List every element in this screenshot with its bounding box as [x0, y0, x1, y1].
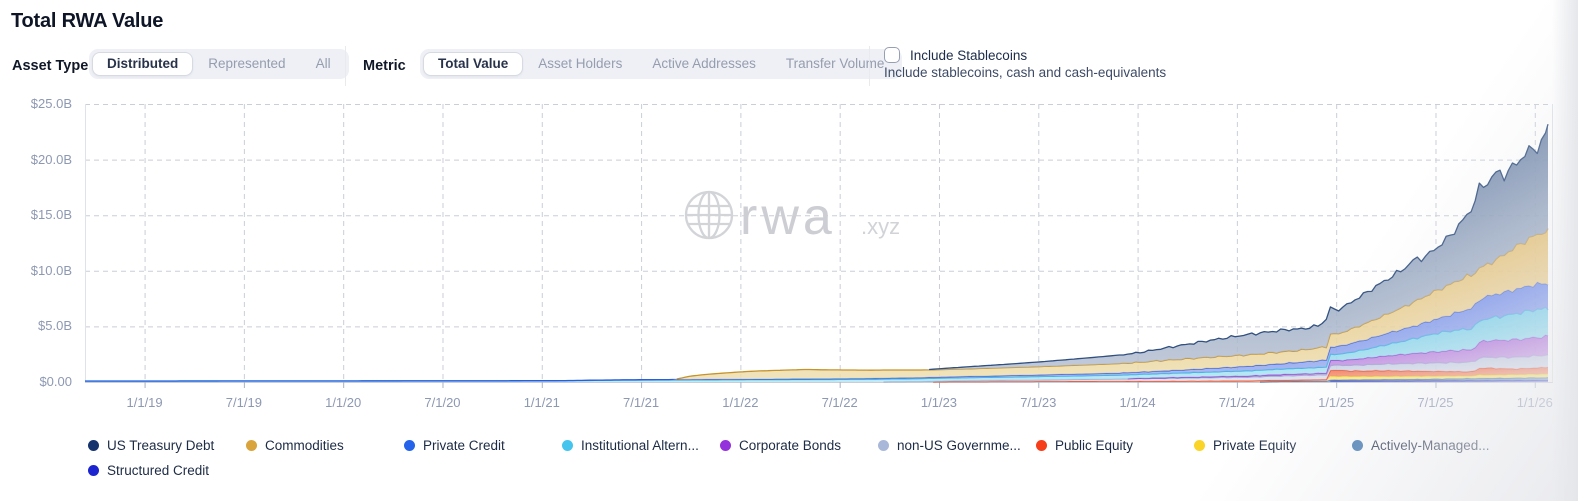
chart-plot-area[interactable]: rwa .xyz: [85, 104, 1553, 392]
legend-dot: [1036, 439, 1047, 451]
legend-label: Actively-Managed...: [1371, 437, 1490, 453]
legend-dot: [88, 464, 99, 476]
total-rwa-value-chart: $25.0B $20.0B $15.0B $10.0B $5.0B $0.00 rwa .x…: [0, 96, 1578, 426]
y-tick-label: $5.0B: [38, 318, 72, 334]
legend-label: Private Equity: [1213, 437, 1297, 453]
x-tick-label: 1/1/22: [722, 395, 759, 410]
chart-legend: US Treasury Debt Commodities Private Credi…: [0, 436, 1560, 479]
x-axis: 1/1/19 7/1/19 1/1/20 7/1/20 1/1/21 7/1/21 1/1/…: [85, 395, 1553, 415]
controls-divider: [345, 46, 346, 86]
legend-item-public-equity[interactable]: Public Equity: [1036, 436, 1194, 454]
include-stablecoins-checkbox[interactable]: [884, 47, 900, 63]
x-tick-label: 7/1/20: [424, 395, 461, 410]
include-stablecoins-description: Include stablecoins, cash and cash-equiv…: [884, 65, 1167, 80]
rwa-xyz-watermark: rwa .xyz: [684, 188, 900, 246]
y-tick-label: $15.0B: [30, 207, 72, 223]
x-tick-label: 1/1/19: [126, 395, 163, 410]
metric-option-active-addresses[interactable]: Active Addresses: [637, 52, 771, 76]
asset-type-segmented-control: Distributed Represented All: [89, 49, 349, 79]
metric-option-transfer-volume[interactable]: Transfer Volume: [771, 52, 900, 76]
y-tick-label: $10.0B: [30, 262, 72, 278]
legend-item-non-us-governme-[interactable]: non-US Governme...: [878, 436, 1036, 454]
legend-label: Institutional Altern...: [581, 437, 699, 453]
legend-item-institutional-altern-[interactable]: Institutional Altern...: [562, 436, 720, 454]
y-tick-label: $25.0B: [30, 96, 72, 111]
x-tick-label: 7/1/22: [821, 395, 858, 410]
asset-type-option-distributed[interactable]: Distributed: [92, 52, 194, 76]
legend-label: non-US Governme...: [897, 437, 1021, 453]
x-tick-label: 7/1/23: [1020, 395, 1057, 410]
x-tick-label: 1/1/26: [1516, 395, 1553, 410]
watermark-tld: .xyz: [861, 214, 900, 239]
legend-dot: [878, 439, 889, 451]
legend-item-private-equity[interactable]: Private Equity: [1194, 436, 1352, 454]
legend-label: Private Credit: [423, 437, 505, 453]
legend-dot: [1194, 439, 1205, 451]
y-tick-label: $20.0B: [30, 151, 72, 167]
legend-dot: [404, 439, 415, 451]
legend-dot: [720, 439, 731, 451]
include-stablecoins-label: Include Stablecoins: [910, 47, 1028, 63]
legend-item-private-credit[interactable]: Private Credit: [404, 436, 562, 454]
y-tick-label: $0.00: [39, 374, 72, 389]
legend-item-us-treasury-debt[interactable]: US Treasury Debt: [88, 436, 246, 454]
x-tick-label: 7/1/19: [225, 395, 262, 410]
legend-dot: [1352, 439, 1363, 451]
legend-dot: [246, 439, 257, 451]
legend-dot: [562, 439, 573, 451]
x-tick-label: 7/1/24: [1218, 395, 1255, 410]
x-tick-label: 7/1/25: [1417, 395, 1454, 410]
asset-type-option-all[interactable]: All: [301, 52, 346, 76]
legend-item-commodities[interactable]: Commodities: [246, 436, 404, 454]
asset-type-option-represented[interactable]: Represented: [193, 52, 300, 76]
controls-divider: [869, 46, 870, 86]
watermark-brand: rwa: [740, 188, 836, 246]
metric-segmented-control: Total Value Asset Holders Active Address…: [420, 49, 903, 79]
metric-option-total-value[interactable]: Total Value: [423, 52, 524, 76]
legend-label: Corporate Bonds: [739, 437, 842, 453]
controls-bar: Asset Type Distributed Represented All M…: [0, 46, 1578, 88]
x-tick-label: 1/1/21: [523, 395, 560, 410]
metric-option-asset-holders[interactable]: Asset Holders: [523, 52, 637, 76]
x-tick-label: 1/1/23: [920, 395, 958, 410]
include-stablecoins-group: Include Stablecoins Include stablecoins,…: [884, 47, 1166, 80]
x-tick-label: 1/1/25: [1318, 395, 1355, 410]
legend-item-corporate-bonds[interactable]: Corporate Bonds: [720, 436, 878, 454]
x-tick-label: 1/1/20: [325, 395, 362, 410]
y-axis: $25.0B $20.0B $15.0B $10.0B $5.0B $0.00: [0, 96, 78, 392]
metric-label: Metric: [363, 58, 406, 74]
asset-type-label: Asset Type: [12, 58, 89, 74]
legend-label: US Treasury Debt: [107, 437, 215, 453]
legend-label: Public Equity: [1055, 437, 1134, 453]
x-tick-label: 7/1/21: [623, 395, 660, 410]
x-tick-label: 1/1/24: [1119, 395, 1156, 410]
legend-item-structured-credit[interactable]: Structured Credit: [88, 461, 246, 479]
page-title: Total RWA Value: [11, 10, 164, 32]
legend-dot: [88, 439, 99, 451]
legend-label: Structured Credit: [107, 462, 210, 478]
legend-label: Commodities: [265, 437, 344, 453]
legend-item-actively-managed-[interactable]: Actively-Managed...: [1352, 436, 1510, 454]
